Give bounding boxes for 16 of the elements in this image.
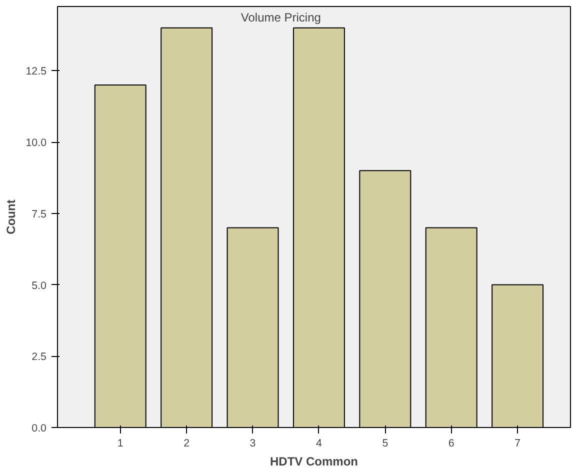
y-tick-label: 2.5 [32, 351, 47, 364]
x-tick-label: 1 [117, 438, 124, 450]
y-tick-label: 10.0 [26, 137, 47, 150]
y-tick-label: 7.5 [32, 208, 47, 220]
x-tick-label: 4 [316, 438, 322, 450]
y-tick-label: 12.5 [26, 66, 47, 78]
x-tick-label: 6 [448, 438, 454, 450]
x-tick-label: 2 [184, 438, 190, 450]
chart-title: Volume Pricing [240, 10, 321, 24]
y-axis-title: Count [4, 200, 18, 234]
x-tick-label: 5 [382, 438, 388, 450]
y-tick-label: 0.0 [32, 422, 47, 434]
x-tick-label: 3 [250, 438, 256, 450]
y-tick-label: 5.0 [32, 280, 47, 292]
x-tick-label: 7 [514, 438, 521, 450]
x-axis-title: HDTV Common [270, 454, 358, 468]
